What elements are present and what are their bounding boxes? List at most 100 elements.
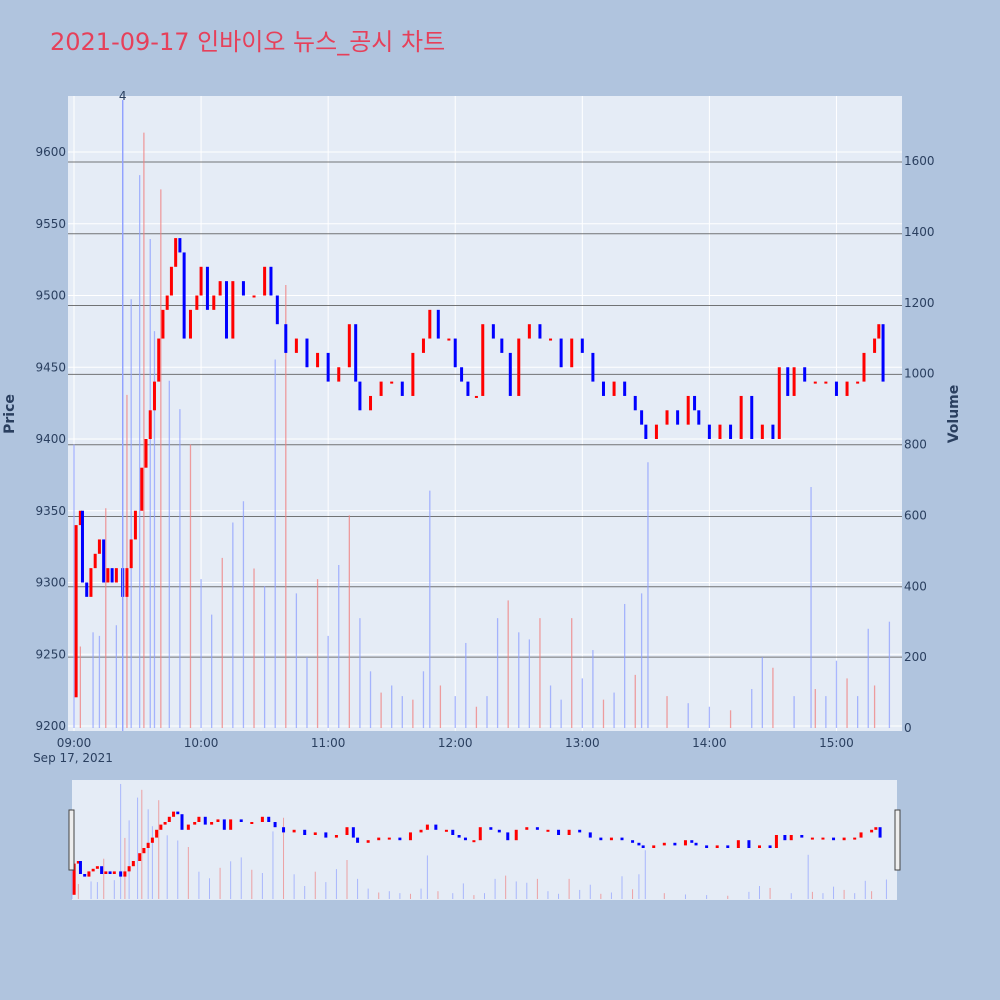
x-tick-label: 11:00	[311, 736, 346, 750]
mini-candle	[112, 871, 116, 874]
mini-candle	[387, 837, 391, 840]
mini-candle	[874, 827, 878, 830]
y2-tick-label: 400	[904, 579, 927, 593]
x-tick-label: 12:00	[438, 736, 473, 750]
candle	[144, 439, 148, 468]
x-tick-label: 09:00	[57, 736, 92, 750]
y2-tick-label: 600	[904, 508, 927, 522]
candle	[580, 338, 584, 353]
candle	[337, 367, 341, 382]
y-tick-label: 9500	[35, 289, 66, 303]
candle	[491, 324, 495, 339]
mini-candle	[758, 845, 761, 848]
candle	[500, 338, 504, 353]
candle	[129, 539, 133, 569]
candle	[354, 324, 358, 382]
candle	[676, 410, 680, 425]
candle	[813, 381, 817, 384]
mini-candle	[810, 837, 814, 840]
mini-candle	[377, 837, 381, 841]
mini-candle	[250, 822, 254, 824]
candle	[686, 395, 690, 425]
mini-candle	[366, 840, 370, 843]
candle	[205, 266, 209, 310]
mini-candle	[419, 829, 423, 833]
mini-candle	[408, 832, 412, 841]
mini-candle	[434, 824, 438, 830]
y-axis-title: Price	[2, 394, 18, 434]
candle	[400, 381, 404, 396]
mini-candle	[694, 842, 698, 846]
mini-candle	[83, 874, 87, 877]
candle	[390, 381, 394, 384]
mini-candle	[514, 829, 518, 841]
mini-candle	[489, 827, 493, 830]
candle	[739, 395, 743, 439]
mini-candle	[637, 842, 641, 846]
candle	[845, 381, 849, 396]
mini-candle	[578, 829, 582, 833]
mini-candle	[229, 819, 233, 830]
candle	[862, 352, 866, 382]
candle	[110, 568, 114, 583]
candle	[786, 367, 790, 396]
chart-title: 2021-09-17 인바이오 뉴스_공시 차트	[50, 28, 446, 56]
candle	[85, 582, 89, 597]
candle	[157, 338, 161, 382]
candle	[78, 510, 82, 526]
mini-candle	[146, 842, 150, 848]
candle	[873, 338, 877, 353]
mini-candle	[313, 832, 317, 835]
candle	[252, 295, 256, 298]
candle	[877, 324, 881, 339]
candle	[114, 568, 118, 583]
mini-candle	[673, 842, 677, 846]
candle	[148, 410, 152, 439]
candle	[693, 395, 697, 411]
y-tick-label: 9200	[35, 719, 66, 733]
candle	[125, 568, 129, 597]
x-tick-label: 10:00	[184, 736, 219, 750]
candle	[559, 338, 563, 368]
candle	[102, 539, 106, 583]
mini-candle	[457, 835, 461, 838]
mini-candle	[282, 827, 286, 833]
mini-candle	[123, 871, 127, 877]
range-slider-handle-left[interactable]	[68, 809, 75, 871]
candle	[224, 281, 228, 339]
y-tick-label: 9550	[35, 217, 66, 231]
mini-candle	[631, 840, 635, 843]
mini-candle	[463, 837, 467, 841]
mini-candle	[609, 837, 613, 841]
mini-candle	[546, 829, 550, 832]
candle	[697, 410, 701, 425]
candle	[347, 324, 351, 368]
y2-tick-label: 0	[904, 721, 912, 735]
candle	[881, 324, 885, 382]
candle	[707, 424, 711, 439]
mini-candle	[351, 827, 355, 838]
candle	[284, 324, 288, 353]
candle	[133, 510, 137, 540]
mini-candle	[131, 861, 135, 867]
candle	[358, 381, 362, 411]
mini-candle	[292, 829, 296, 833]
mini-candle	[800, 835, 804, 838]
mini-candle	[155, 829, 159, 838]
mini-candle	[193, 822, 197, 825]
range-slider-handle-right[interactable]	[894, 809, 901, 871]
candle	[601, 381, 605, 396]
mini-candle	[104, 871, 108, 874]
mini-candle	[303, 829, 307, 835]
range-slider[interactable]	[72, 780, 897, 900]
mini-candle	[472, 840, 476, 843]
candle	[152, 381, 156, 411]
candle	[428, 309, 432, 339]
candle	[460, 367, 464, 382]
mini-candle	[444, 829, 448, 832]
y-tick-label: 9400	[35, 432, 66, 446]
candle	[654, 424, 658, 439]
candle	[633, 395, 637, 411]
candle	[777, 367, 781, 439]
y2-tick-label: 1600	[904, 154, 935, 168]
